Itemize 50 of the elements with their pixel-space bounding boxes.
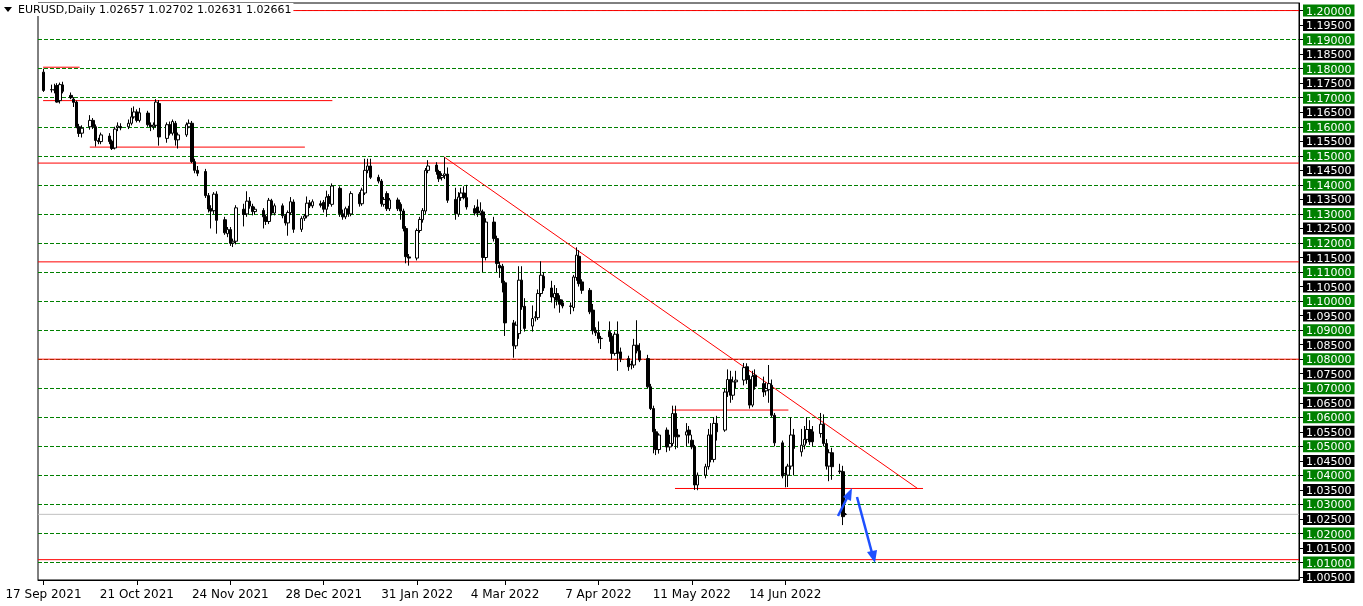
y-tick-label: 1.16500 — [1306, 106, 1352, 120]
x-tick-label: 21 Oct 2021 — [99, 587, 174, 601]
y-tick-label: 1.07500 — [1306, 367, 1352, 381]
y-tick-label: 1.06500 — [1306, 396, 1352, 410]
y-tick-label: 1.19500 — [1306, 19, 1352, 33]
x-tick-label: 4 Mar 2022 — [470, 587, 540, 601]
x-tick-label: 7 Apr 2022 — [565, 587, 632, 601]
y-tick-label: 1.01500 — [1306, 542, 1352, 556]
y-tick-label: 1.05000 — [1306, 440, 1352, 454]
x-tick-label: 24 Nov 2021 — [191, 587, 269, 601]
y-tick-label: 1.10500 — [1306, 280, 1352, 294]
y-tick-label: 1.11000 — [1306, 266, 1352, 280]
y-tick-label: 1.13500 — [1306, 193, 1352, 207]
y-tick-label: 1.10000 — [1306, 295, 1352, 309]
y-tick-label: 1.03000 — [1306, 498, 1352, 512]
y-tick-label: 1.15500 — [1306, 135, 1352, 149]
y-tick-label: 1.09500 — [1306, 309, 1352, 323]
y-tick-label: 1.14000 — [1306, 178, 1352, 192]
chart-title: EURUSD,Daily 1.02657 1.02702 1.02631 1.02661 — [18, 3, 292, 16]
y-tick-label: 1.06000 — [1306, 411, 1352, 425]
x-tick-label: 14 Jun 2022 — [749, 587, 822, 601]
y-tick-label: 1.09000 — [1306, 324, 1352, 338]
y-tick-label: 1.11500 — [1306, 251, 1352, 265]
x-tick-label: 17 Sep 2021 — [5, 587, 82, 601]
y-tick-label: 1.14500 — [1306, 164, 1352, 178]
y-tick-label: 1.05500 — [1306, 425, 1352, 439]
y-tick-label: 1.07000 — [1306, 382, 1352, 396]
y-tick-label: 1.19000 — [1306, 33, 1352, 47]
y-tick-label: 1.17000 — [1306, 91, 1352, 105]
y-tick-label: 1.00500 — [1306, 571, 1352, 585]
y-tick-label: 1.02500 — [1306, 512, 1352, 526]
y-tick-label: 1.08000 — [1306, 353, 1352, 367]
y-tick-label: 1.15000 — [1306, 149, 1352, 163]
y-tick-label: 1.20000 — [1306, 4, 1352, 18]
y-tick-label: 1.17500 — [1306, 77, 1352, 91]
x-tick-label: 31 Jan 2022 — [381, 587, 454, 601]
y-tick-label: 1.16000 — [1306, 120, 1352, 134]
y-tick-label: 1.08500 — [1306, 338, 1352, 352]
y-tick-label: 1.18000 — [1306, 62, 1352, 76]
y-tick-label: 1.18500 — [1306, 48, 1352, 62]
x-tick-label: 28 Dec 2021 — [285, 587, 363, 601]
y-tick-label: 1.03500 — [1306, 483, 1352, 497]
y-tick-label: 1.02000 — [1306, 527, 1352, 541]
y-tick-label: 1.04500 — [1306, 454, 1352, 468]
x-tick-label: 11 May 2022 — [652, 587, 731, 601]
y-tick-label: 1.04000 — [1306, 469, 1352, 483]
y-tick-label: 1.13000 — [1306, 207, 1352, 221]
y-tick-label: 1.01000 — [1306, 556, 1352, 570]
y-tick-label: 1.12500 — [1306, 222, 1352, 236]
y-tick-label: 1.12000 — [1306, 236, 1352, 250]
